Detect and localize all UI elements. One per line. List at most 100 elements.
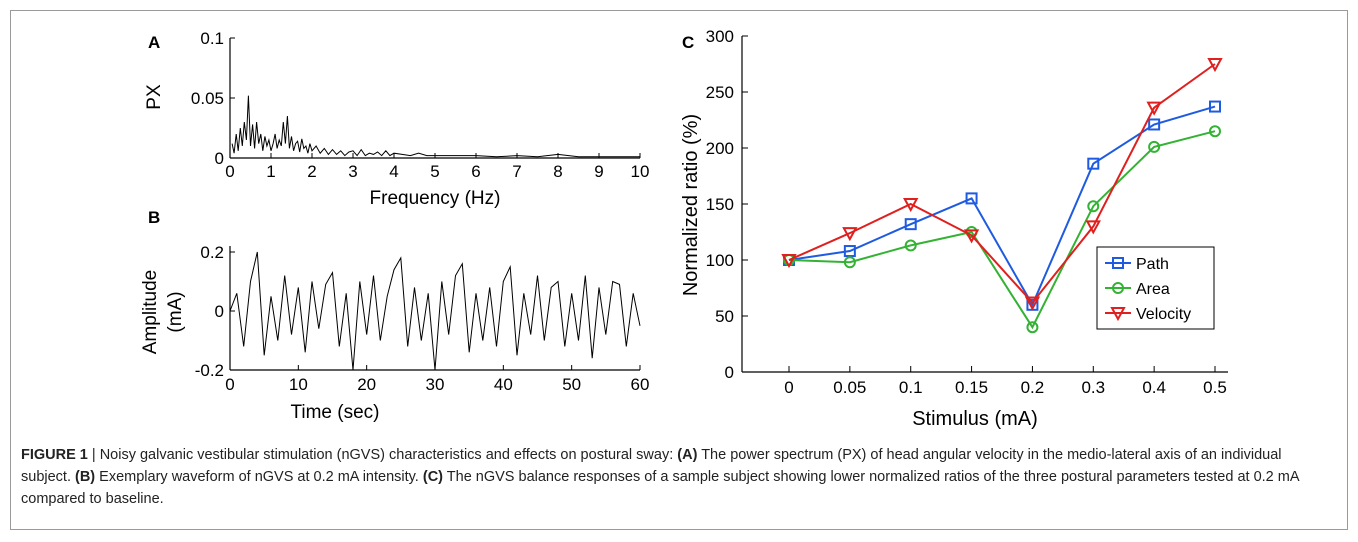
panel-a-x-tick-label: 2 [307,162,316,181]
caption-b-tag: (B) [75,469,96,485]
caption-figure-label: FIGURE 1 [21,447,88,463]
panel-a-xlabel: Frequency (Hz) [370,188,501,209]
panel-b: B Amplitude (mA) Time (sec) 0 10 20 30 40 50 6… [140,208,649,423]
series-area-line [788,130,1216,330]
panel-a-letter: A [148,33,160,52]
panel-b-x-tick-label: 0 [225,375,234,394]
series-path-point [1087,157,1100,170]
panel-c-axes: 0 0.05 0.1 0.15 0.2 0.3 0.4 0.5 0 50 100 150 200 250 3… [706,27,1228,397]
panel-c-x-tick-label: 0.2 [1021,378,1045,397]
panel-a-y-tick-label: 0.05 [191,89,224,108]
caption-intro: Noisy galvanic vestibular stimulation (n… [99,447,678,463]
panel-a-ylabel: PX [144,84,165,110]
series-velocity-point [781,254,797,269]
panel-c-y-tick-label: 50 [715,307,734,326]
panel-b-ylabel-line1: Amplitude [140,270,161,355]
caption-b-text: Exemplary waveform of nGVS at 0.2 mA int… [95,469,423,485]
panel-c-legend: Path Area Velocity [1096,246,1215,330]
panel-b-x-tick-label: 50 [562,375,581,394]
series-area-point [904,239,917,252]
panel-c-y-tick-label: 100 [706,251,734,270]
panel-c-y-tick-label: 250 [706,83,734,102]
series-velocity-point [1024,296,1041,311]
series-velocity [781,58,1223,311]
panel-b-x-tick-label: 30 [426,375,445,394]
panel-a-x-tick-label: 8 [553,162,562,181]
panel-c-x-tick-label: 0.15 [955,378,988,397]
panel-a-spectrum-line [231,95,640,158]
panel-b-y-tick-label: 0 [215,302,224,321]
panel-b-xlabel: Time (sec) [290,402,379,423]
panel-a-x-tick-label: 7 [512,162,521,181]
legend-path-marker [1112,257,1124,269]
panel-b-x-tick-label: 60 [631,375,650,394]
series-velocity-line [788,63,1216,305]
legend-area-marker [1112,282,1124,294]
figure-canvas: A PX Frequency (Hz) 0 1 2 3 4 5 6 7 8 9 1000.050.1… [140,27,1228,430]
panel-a-y-tick-label: 0.1 [200,29,224,48]
panel-a-x-tick-label: 6 [471,162,480,181]
panel-c-x-tick-label: 0.4 [1142,378,1166,397]
caption-c-tag: (C) [422,469,444,485]
panel-b-letter: B [148,208,160,227]
panel-c-x-tick-label: 0.5 [1203,378,1227,397]
panel-a-x-tick-label: 0 [225,162,234,181]
caption-c-text: The nGVS balance responses of a sample s… [21,469,1299,507]
panel-b-axes: 0 10 20 30 40 50 60-0.200.2 [195,243,650,394]
panel-a-x-tick-label: 9 [594,162,603,181]
caption-separator: | [87,447,100,463]
series-path-point [965,192,978,205]
series-velocity-point [963,229,980,244]
panel-c-x-tick-label: 0.1 [899,378,923,397]
caption-a-text: The power spectrum (PX) of head angular … [21,447,1282,485]
panel-a-x-tick-label: 3 [348,162,357,181]
panel-b-y-tick-label: 0.2 [200,243,224,262]
figure-frame [10,10,1348,530]
panel-a-x-tick-label: 10 [631,162,650,181]
panel-a-x-tick-label: 5 [430,162,439,181]
panel-b-waveform-line [229,251,641,371]
caption-a-tag: (A) [677,447,698,463]
panel-c-y-tick-label: 150 [706,195,734,214]
figure-caption: FIGURE 1 | Noisy galvanic vestibular sti… [21,444,1331,510]
panel-a-x-tick-label: 1 [266,162,275,181]
panel-c-y-tick-label: 0 [725,363,734,382]
panel-a-y-tick-label: 0 [215,149,224,168]
legend-velocity-label: Velocity [1136,306,1191,323]
panel-c-y-tick-label: 200 [706,139,734,158]
panel-a: A PX Frequency (Hz) 0 1 2 3 4 5 6 7 8 9 10 0 0.05 0.1 [144,29,649,209]
series-velocity-point [1146,101,1162,116]
series-area-point [1148,140,1161,153]
series-area-point [1209,125,1221,138]
panel-b-x-tick-label: 40 [494,375,513,394]
panel-b-x-tick-label: 20 [357,375,376,394]
panel-b-ylabel-line2: (mA) [165,291,186,332]
series-path-point [904,218,917,231]
panel-c-xlabel: Stimulus (mA) [912,408,1038,430]
series-velocity-point [1085,220,1101,235]
panel-a-x-tick-label: 4 [389,162,398,181]
series-area-point [1087,200,1100,213]
legend-path-label: Path [1136,256,1169,273]
series-velocity-point [1207,58,1223,73]
panel-c-x-tick-label: 0 [784,378,793,397]
panel-c-letter: C [682,33,694,52]
legend-velocity-marker [1110,307,1126,322]
panel-a-axes: 0 1 2 3 4 5 6 7 8 9 10 0 0.05 0.1 [191,29,650,181]
panel-c-x-tick-label: 0.3 [1081,378,1105,397]
series-area-point [1026,321,1039,334]
series-path-line [788,105,1216,308]
series-path-point [1209,100,1221,113]
panel-c: C Normalized ratio (%) Stimulus (mA) 0 0.… [680,27,1228,430]
panel-c-ylabel: Normalized ratio (%) [680,114,702,296]
series-path-point [843,245,856,258]
panel-b-x-tick-label: 10 [289,375,308,394]
panel-c-x-tick-label: 0.05 [833,378,866,397]
legend-area-label: Area [1136,281,1170,298]
series-velocity-point [842,227,858,242]
series-path-point [1148,118,1161,131]
series-area-point [843,256,856,269]
series-velocity-point [903,198,919,213]
panel-b-y-tick-label: -0.2 [195,361,224,380]
panel-c-y-tick-label: 300 [706,27,734,46]
